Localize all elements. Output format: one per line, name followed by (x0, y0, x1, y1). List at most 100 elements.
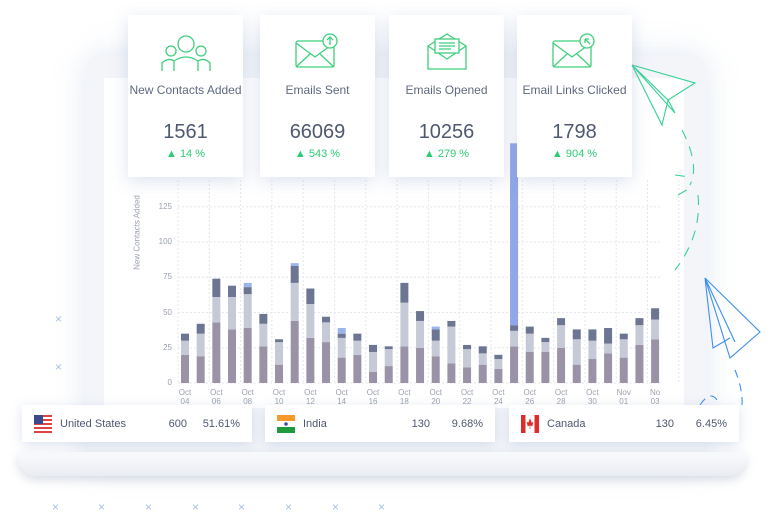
bar-segment-oct-21-s2 (447, 320, 456, 327)
decorative-x-icon: × (55, 360, 63, 374)
bar-segment-oct-05-s2 (196, 323, 205, 334)
x-tick-label: Oct 28 (554, 388, 568, 406)
bar-segment-oct-06-s2 (212, 278, 221, 297)
email-sent-icon (294, 33, 338, 68)
stat-label: Email Links Clicked (522, 83, 627, 97)
bar-segment-oct-08-s3 (243, 282, 252, 288)
x-tick-label: Oct 30 (586, 388, 599, 406)
bar-segment-oct-11-s0 (290, 320, 299, 383)
india-flag-icon (277, 414, 295, 433)
decorative-x-icon: × (145, 500, 153, 514)
decorative-x-icon: × (55, 312, 63, 326)
country-name: United States (60, 417, 127, 430)
y-tick-label: 25 (163, 342, 172, 352)
x-tick-label: Oct 04 (178, 388, 192, 406)
x-tick-label: Oct 24 (492, 388, 505, 406)
bar-segment-oct-24-s2 (494, 354, 503, 360)
bar-segment-oct-13-s1 (322, 322, 331, 343)
country-percent: 6.45% (695, 417, 727, 430)
bar-segment-oct-20-s2 (431, 329, 440, 341)
decorative-x-icon: × (98, 500, 106, 514)
decorative-x-icon: × (52, 500, 60, 514)
stat-change: ▲ 543 % (294, 148, 341, 160)
bar-segment-oct-28-s1 (557, 325, 566, 348)
us-flag-icon (34, 414, 52, 433)
bar-segment-oct-31-s2 (604, 328, 613, 344)
bar-segment-oct-05-s0 (196, 356, 205, 383)
y-tick-label: 125 (158, 201, 172, 211)
laptop-base (18, 452, 746, 476)
bar-segment-oct-10-s2 (275, 339, 284, 343)
bar-segment-oct-15-s2 (353, 333, 362, 341)
x-tick-label: Nov 01 (616, 388, 631, 406)
country-count: 130 (655, 417, 674, 430)
bar-segment-oct-25-s3 (510, 143, 519, 326)
bar-segment-oct-15-s0 (353, 354, 362, 383)
y-tick-label: 75 (163, 272, 172, 282)
stat-change: ▲ 14 % (165, 148, 206, 160)
bar-segment-oct-26-s0 (525, 351, 534, 383)
bar-segment-nov-01-s1 (619, 339, 628, 358)
bar-segment-oct-17-s2 (384, 346, 393, 350)
x-tick-label: Oct 12 (304, 388, 317, 406)
bar-segment-oct-23-s0 (478, 364, 487, 383)
bar-segment-oct-09-s1 (259, 323, 268, 347)
bar-segment-oct-20-s0 (431, 356, 440, 383)
bar-segment-nov-01-s0 (619, 357, 628, 383)
bar-segment-oct-25-s2 (510, 325, 519, 331)
bar-segment-oct-06-s1 (212, 296, 221, 323)
bar-segment-oct-29-s2 (572, 329, 581, 340)
bar-segment-oct-08-s1 (243, 294, 252, 329)
bar-segment-oct-08-s2 (243, 287, 252, 295)
bar-segment-oct-06-s0 (212, 322, 221, 383)
canada-flag-icon (521, 414, 539, 433)
bar-segment-oct-21-s0 (447, 363, 456, 383)
stat-value: 10256 (418, 121, 475, 143)
bar-segment-oct-20-s3 (431, 326, 440, 330)
y-tick-label: 100 (158, 237, 172, 246)
bar-segment-oct-25-s0 (510, 346, 519, 383)
bar-segment-oct-10-s1 (275, 342, 284, 365)
contacts-group-icon (160, 35, 211, 71)
country-row-canada: Canada 130 6.45% (509, 405, 739, 442)
bar-segment-oct-24-s0 (494, 368, 503, 383)
x-tick-label: Oct 10 (272, 388, 286, 406)
bar-segment-oct-26-s1 (525, 333, 534, 352)
country-name: India (303, 417, 327, 430)
bar-segment-oct-07-s1 (228, 296, 237, 330)
bar-segment-oct-12-s0 (306, 337, 315, 383)
bar-segment-oct-23-s2 (478, 346, 487, 354)
bar-segment-oct-04-s2 (181, 333, 189, 341)
stat-change: ▲ 279 % (423, 148, 470, 160)
paper-plane-blue-icon (699, 277, 761, 406)
bar-segment-oct-04-s1 (181, 340, 189, 355)
stat-label: Emails Sent (285, 83, 350, 97)
bar-segment-nov-01-s2 (619, 333, 628, 340)
stat-value: 1798 (552, 121, 597, 143)
email-opened-icon (426, 33, 467, 70)
bar-segment-oct-14-s3 (337, 328, 346, 334)
bar-segment-oct-31-s1 (604, 343, 613, 354)
x-tick-label: Oct 22 (460, 388, 474, 406)
country-count: 130 (411, 417, 430, 430)
bar-segment-oct-23-s1 (478, 353, 487, 365)
bar-segment-oct-10-s0 (275, 364, 284, 383)
decorative-x-icon: × (332, 500, 340, 514)
stat-label: Emails Opened (405, 83, 488, 97)
stat-change: ▲ 904 % (551, 148, 598, 160)
email-link-icon (551, 33, 595, 68)
bar-segment-oct-19-s2 (416, 311, 425, 321)
bar-segment-oct-30-s2 (588, 329, 597, 341)
country-name: Canada (547, 417, 586, 430)
x-tick-label: Oct 16 (366, 388, 380, 406)
x-tick-label: Oct 26 (523, 388, 536, 406)
bar-segment-oct-26-s2 (525, 326, 534, 334)
bar-segment-oct-18-s2 (400, 282, 409, 303)
bar-segment-oct-14-s2 (337, 333, 346, 338)
stat-value: 1561 (163, 121, 208, 143)
bar-segment-oct-17-s1 (384, 349, 393, 367)
bar-segment-oct-17-s0 (384, 366, 393, 383)
bar-segment-oct-30-s0 (588, 359, 597, 383)
stat-card-new-contacts: New Contacts Added 1561 ▲ 14 % (128, 15, 243, 177)
bar-segment-oct-08-s0 (243, 328, 252, 383)
